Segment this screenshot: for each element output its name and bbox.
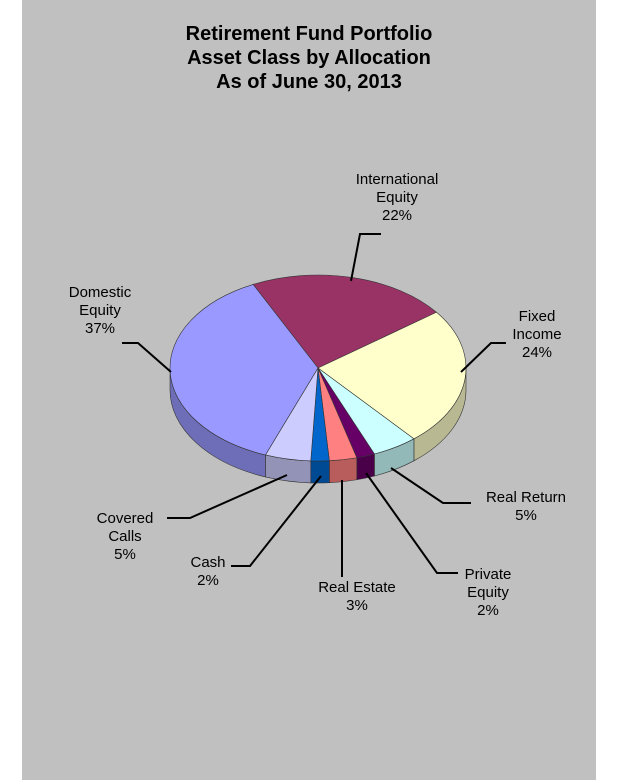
category-label-international-equity: Equity [376,189,418,206]
pie-slices [169,274,467,462]
leader-line-real-return [390,467,471,504]
pie-side-cash [310,460,330,484]
leader-line-cash [231,475,322,567]
chart-title-line-1: Retirement Fund Portfolio [185,23,433,45]
value-label-cash: 2% [197,572,219,589]
value-label-fixed-income: 24% [522,344,552,361]
category-label-fixed-income: Income [512,326,561,343]
value-label-real-return: 5% [515,507,537,524]
value-label-international-equity: 22% [382,207,412,224]
chart-title-line-2: Asset Class by Allocation [187,47,431,69]
value-label-private-equity: 2% [477,602,499,619]
category-label-cash: Cash [190,554,225,571]
leader-line-domestic-equity [122,342,172,373]
slice-labels: InternationalEquity22%FixedIncome24%Real… [69,171,566,619]
pie-slice-fixed-income [317,311,467,440]
leader-line-international-equity [350,233,381,282]
category-label-fixed-income: Fixed [519,308,556,325]
leader-line-private-equity [365,472,458,574]
category-label-domestic-equity: Equity [79,302,121,319]
value-label-domestic-equity: 37% [85,320,115,337]
category-label-real-return: Real Return [486,489,566,506]
category-label-domestic-equity: Domestic [69,284,132,301]
pie-side-private-equity [356,453,375,481]
pie-slice-international-equity [252,274,438,369]
value-label-covered-calls: 5% [114,546,136,563]
leader-line-fixed-income [460,342,506,373]
category-label-real-estate: Real Estate [318,579,396,596]
chart-title: Retirement Fund Portfolio Asset Class by… [0,22,618,94]
leader-line-covered-calls [167,474,288,519]
pie-sides [169,367,467,484]
category-label-covered-calls: Covered [97,510,154,527]
label-leaders [122,233,506,577]
pie-side-real-estate [329,457,358,484]
chart-title-line-3: As of June 30, 2013 [216,71,402,93]
category-label-covered-calls: Calls [108,528,141,545]
category-label-private-equity: Private [465,566,512,583]
category-label-private-equity: Equity [467,584,509,601]
category-label-international-equity: International [356,171,439,188]
value-label-real-estate: 3% [346,597,368,614]
